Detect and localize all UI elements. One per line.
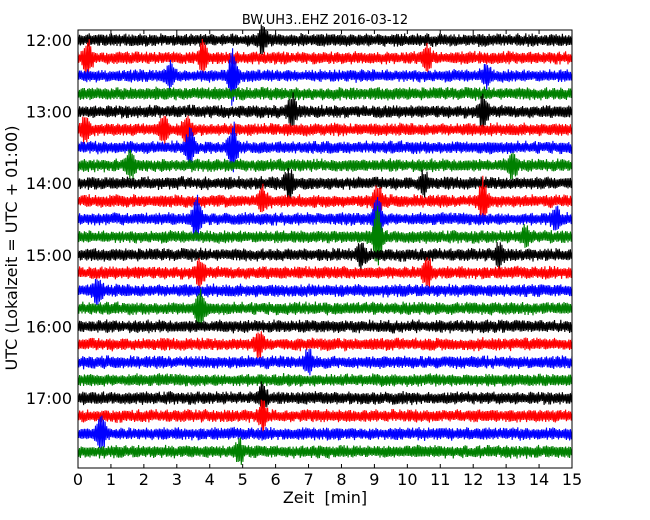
trace-12 — [77, 242, 573, 273]
x-tick-label: 10 — [397, 470, 417, 489]
y-tick-label: 14:00 — [26, 174, 72, 193]
trace-4 — [77, 92, 573, 132]
trace-9 — [77, 175, 573, 223]
x-tick-label: 6 — [271, 470, 281, 489]
y-tick-label: 15:00 — [26, 246, 72, 265]
trace-8 — [77, 167, 573, 202]
x-tick-label: 7 — [303, 470, 313, 489]
trace-21 — [77, 399, 573, 434]
trace-6 — [77, 121, 573, 173]
trace-7 — [77, 149, 573, 180]
x-tick-label: 3 — [172, 470, 182, 489]
y-tick-label: 13:00 — [26, 103, 72, 122]
trace-1 — [77, 38, 573, 79]
plot-frame — [77, 29, 573, 469]
trace-19 — [77, 373, 573, 388]
y-tick-label: 16:00 — [26, 317, 72, 336]
trace-16 — [77, 319, 573, 334]
x-axis-ticks: 0 1 2 3 4 5 6 7 8 9 10 11 12 13 14 15 — [73, 30, 582, 489]
trace-15 — [77, 288, 573, 328]
x-tick-label: 9 — [369, 470, 379, 489]
trace-14 — [77, 278, 573, 305]
seismic-traces — [77, 24, 573, 465]
x-tick-label: 12 — [463, 470, 483, 489]
x-tick-label: 8 — [336, 470, 346, 489]
trace-5 — [77, 115, 573, 145]
x-tick-label: 11 — [430, 470, 450, 489]
trace-11 — [77, 205, 573, 266]
y-tick-label: 17:00 — [26, 389, 72, 408]
trace-17 — [77, 331, 573, 359]
trace-22 — [77, 415, 573, 451]
x-tick-label: 2 — [139, 470, 149, 489]
y-tick-label: 12:00 — [26, 31, 72, 50]
x-tick-label: 0 — [73, 470, 83, 489]
y-axis-ticks: 12:00 13:00 14:00 15:00 16:00 17:00 — [26, 31, 572, 408]
x-axis-label: Zeit [min] — [283, 488, 367, 507]
trace-20 — [77, 381, 573, 409]
trace-23 — [77, 437, 573, 465]
trace-3 — [77, 86, 573, 101]
trace-0 — [77, 24, 573, 55]
x-tick-label: 1 — [106, 470, 116, 489]
x-tick-label: 14 — [529, 470, 549, 489]
x-tick-label: 13 — [496, 470, 516, 489]
trace-10 — [77, 194, 573, 241]
x-tick-label: 4 — [205, 470, 215, 489]
trace-2 — [77, 48, 573, 106]
trace-13 — [77, 257, 573, 290]
x-tick-label: 5 — [238, 470, 248, 489]
y-axis-label: UTC (Lokalzeit = UTC + 01:00) — [2, 126, 21, 371]
trace-18 — [77, 348, 573, 376]
chart-title: BW.UH3..EHZ 2016-03-12 — [242, 13, 408, 28]
x-tick-label: 15 — [562, 470, 582, 489]
